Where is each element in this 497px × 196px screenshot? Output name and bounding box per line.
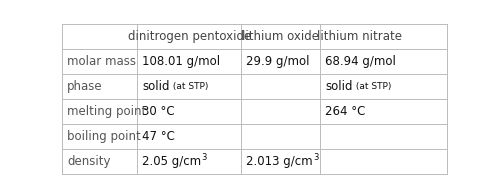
Text: (at STP): (at STP) (170, 82, 208, 91)
Text: 3: 3 (313, 153, 318, 162)
Text: melting point: melting point (67, 105, 147, 118)
Text: solid: solid (142, 80, 170, 93)
Text: 2.013 g/cm: 2.013 g/cm (246, 155, 313, 168)
Text: 264 °C: 264 °C (325, 105, 366, 118)
Text: lithium nitrate: lithium nitrate (317, 30, 402, 43)
Text: 3: 3 (201, 153, 207, 162)
Text: 30 °C: 30 °C (142, 105, 175, 118)
Text: 68.94 g/mol: 68.94 g/mol (325, 55, 396, 68)
Text: 29.9 g/mol: 29.9 g/mol (246, 55, 310, 68)
Text: phase: phase (67, 80, 103, 93)
Text: 2.05 g/cm: 2.05 g/cm (142, 155, 201, 168)
Text: dinitrogen pentoxide: dinitrogen pentoxide (128, 30, 251, 43)
Text: 108.01 g/mol: 108.01 g/mol (142, 55, 220, 68)
Text: boiling point: boiling point (67, 130, 141, 143)
Text: molar mass: molar mass (67, 55, 136, 68)
Text: lithium oxide: lithium oxide (242, 30, 319, 43)
Text: density: density (67, 155, 111, 168)
Text: 47 °C: 47 °C (142, 130, 175, 143)
Text: (at STP): (at STP) (353, 82, 391, 91)
Text: solid: solid (325, 80, 353, 93)
